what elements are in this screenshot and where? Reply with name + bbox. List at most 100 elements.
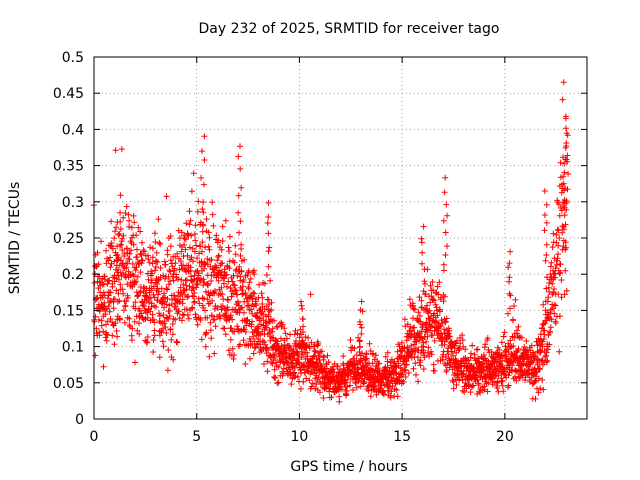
data-point xyxy=(199,239,206,246)
data-point xyxy=(543,252,550,258)
data-point xyxy=(265,230,272,237)
data-point xyxy=(306,377,313,384)
data-point xyxy=(178,248,185,255)
data-point xyxy=(118,146,125,153)
data-point xyxy=(132,359,138,366)
data-point xyxy=(416,294,423,301)
data-point xyxy=(436,308,443,315)
data-point xyxy=(423,338,430,345)
data-point xyxy=(311,347,318,354)
data-point xyxy=(191,290,198,296)
data-point xyxy=(446,333,453,340)
data-point xyxy=(215,253,222,260)
data-point xyxy=(512,296,519,303)
data-point xyxy=(544,314,551,321)
data-point xyxy=(205,229,212,236)
data-point xyxy=(138,251,145,258)
data-point xyxy=(151,319,158,326)
data-point xyxy=(232,251,239,258)
data-point xyxy=(564,152,571,159)
data-point xyxy=(499,382,506,389)
data-point xyxy=(564,186,571,193)
data-point xyxy=(114,243,121,250)
data-point xyxy=(201,133,208,140)
data-point xyxy=(367,393,374,400)
data-point xyxy=(530,357,537,364)
data-point xyxy=(179,317,185,324)
data-point xyxy=(169,331,176,338)
data-point xyxy=(118,241,125,248)
data-point xyxy=(430,296,437,303)
data-point xyxy=(120,232,127,239)
data-point xyxy=(157,241,164,248)
data-point xyxy=(221,325,228,332)
data-point xyxy=(297,385,304,392)
data-point xyxy=(208,278,215,284)
data-point xyxy=(283,335,290,342)
data-point xyxy=(177,284,184,291)
data-point xyxy=(200,181,207,188)
data-point xyxy=(107,289,114,296)
data-point xyxy=(130,241,137,248)
data-point xyxy=(199,228,206,235)
data-point xyxy=(204,255,211,262)
data-point xyxy=(316,389,323,396)
data-point xyxy=(299,337,306,344)
data-point xyxy=(202,343,209,350)
data-point xyxy=(535,375,542,382)
data-point xyxy=(274,380,281,387)
data-point xyxy=(176,266,183,273)
data-point xyxy=(440,261,447,268)
data-point xyxy=(408,354,415,361)
data-point xyxy=(411,306,418,313)
data-point xyxy=(240,277,247,283)
data-point xyxy=(505,349,512,355)
data-point xyxy=(403,358,410,365)
data-point xyxy=(207,327,214,334)
data-point xyxy=(436,323,443,330)
data-point xyxy=(494,385,501,391)
data-point xyxy=(442,229,449,236)
data-point xyxy=(421,278,428,285)
data-point xyxy=(206,246,213,253)
data-point xyxy=(435,291,442,298)
data-point xyxy=(488,361,495,368)
data-point xyxy=(114,333,121,340)
data-point xyxy=(192,237,199,244)
data-point xyxy=(360,363,367,370)
data-point xyxy=(358,298,365,305)
data-point xyxy=(510,343,517,349)
data-point xyxy=(509,362,516,369)
data-point xyxy=(268,299,275,306)
data-point xyxy=(291,374,298,381)
data-point xyxy=(271,374,278,380)
data-point xyxy=(131,318,138,325)
data-point xyxy=(475,380,482,387)
data-point xyxy=(247,355,253,362)
data-point xyxy=(256,307,263,314)
data-point xyxy=(106,277,113,284)
data-point xyxy=(189,304,196,311)
data-point xyxy=(238,241,245,248)
data-point xyxy=(485,379,492,386)
data-point xyxy=(257,332,264,338)
data-point xyxy=(532,395,539,402)
data-point xyxy=(237,305,244,312)
data-point xyxy=(251,271,258,278)
data-point xyxy=(411,324,418,331)
data-point xyxy=(114,298,121,305)
data-point xyxy=(434,283,441,290)
y-tick-label: 0.15 xyxy=(53,303,84,319)
data-point xyxy=(129,337,135,344)
data-point xyxy=(557,159,564,166)
data-point xyxy=(227,312,234,319)
data-point xyxy=(540,336,547,342)
data-point xyxy=(104,295,111,302)
data-point xyxy=(186,244,193,251)
data-point xyxy=(190,285,197,292)
data-point xyxy=(444,212,451,219)
data-point xyxy=(139,257,146,264)
data-point xyxy=(372,352,379,359)
data-point xyxy=(234,272,241,279)
data-point xyxy=(164,367,171,374)
